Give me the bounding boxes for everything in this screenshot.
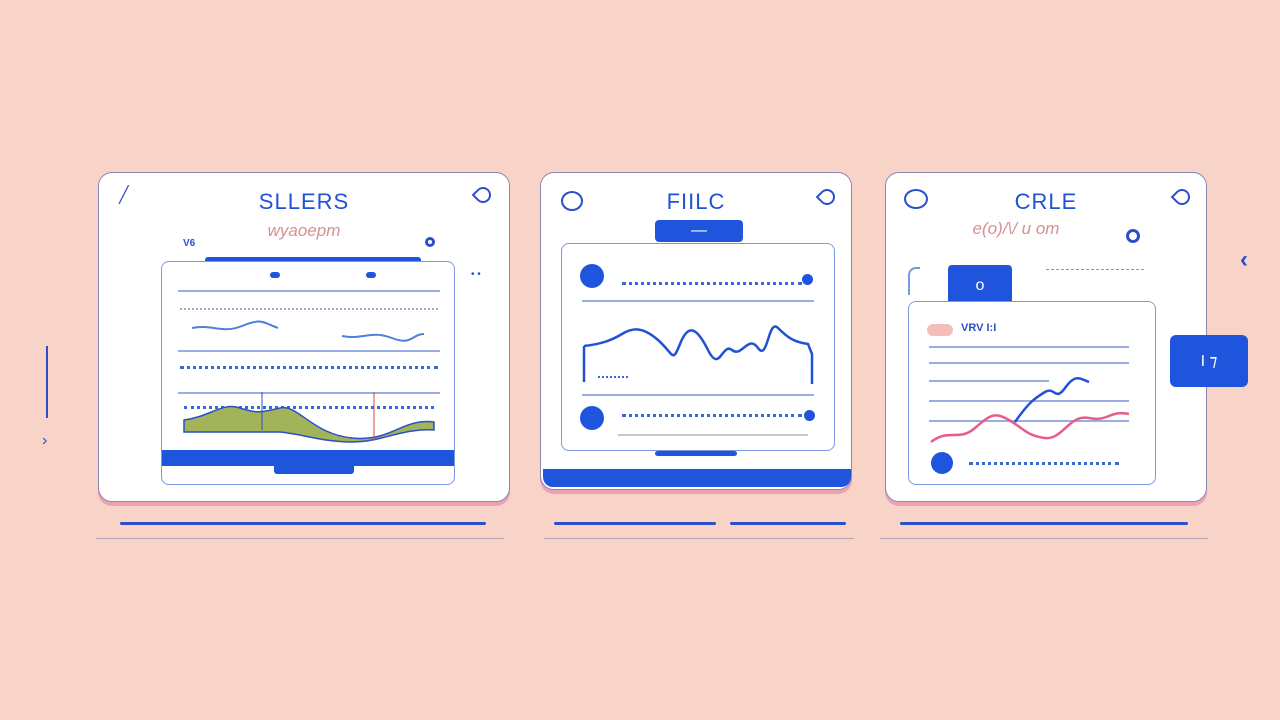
green-area-chart	[183, 392, 435, 443]
header-button[interactable]: —	[655, 220, 743, 242]
wave-chart	[582, 325, 814, 384]
circle-icon[interactable]	[561, 191, 583, 211]
chart-panel	[161, 261, 455, 485]
bracket-left	[908, 267, 920, 295]
dots-icon[interactable]: • •	[471, 269, 481, 280]
panel-handle[interactable]	[655, 451, 737, 456]
panel-top-bar	[205, 257, 421, 264]
face-icon[interactable]	[904, 189, 928, 209]
blue-sparkline	[191, 320, 425, 342]
left-vertical-line	[46, 346, 48, 418]
legend-text: VRV I:I	[961, 322, 997, 334]
divider-2	[544, 538, 854, 539]
scroll-track-4[interactable]	[900, 522, 1188, 525]
target-icon[interactable]	[425, 237, 435, 247]
panel-footer-bar	[162, 450, 454, 466]
dashed-line	[1046, 269, 1144, 270]
legend-swatch	[927, 324, 953, 336]
circle-card: CRLE e(o)/\/ u om o VRV I:I	[885, 172, 1207, 502]
scroll-track-2[interactable]	[554, 522, 716, 525]
card-subtitle: e(o)/\/ u om	[972, 219, 1060, 238]
left-chevron-icon[interactable]: ›	[42, 432, 48, 449]
side-button[interactable]: I ⁊	[1170, 335, 1248, 387]
right-chevron-icon[interactable]: ‹	[1240, 246, 1248, 273]
scroll-track-1[interactable]	[120, 522, 486, 525]
divider-3	[880, 538, 1208, 539]
line-chart-panel: VRV I:I	[908, 301, 1156, 485]
edit-icon[interactable]: ╱	[119, 187, 129, 204]
panel-footer-tab[interactable]	[274, 460, 354, 474]
card-title: FIILC	[666, 189, 726, 214]
spiral-icon[interactable]	[1126, 229, 1140, 243]
card-tag: V6	[183, 238, 196, 249]
card-title: SLLERS	[258, 189, 350, 214]
line-chart	[930, 377, 1130, 444]
card-footer-bar	[543, 469, 851, 487]
card-subtitle: wyaoepm	[267, 221, 341, 240]
scroll-track-3[interactable]	[730, 522, 846, 525]
tab-button[interactable]: o	[948, 265, 1012, 307]
divider-1	[96, 538, 504, 539]
sellers-card: ╱ SLLERS wyaoepm V6 • •	[98, 172, 510, 502]
wave-panel	[561, 243, 835, 451]
card-title: CRLE	[1014, 189, 1078, 214]
file-card: FIILC —	[540, 172, 852, 490]
